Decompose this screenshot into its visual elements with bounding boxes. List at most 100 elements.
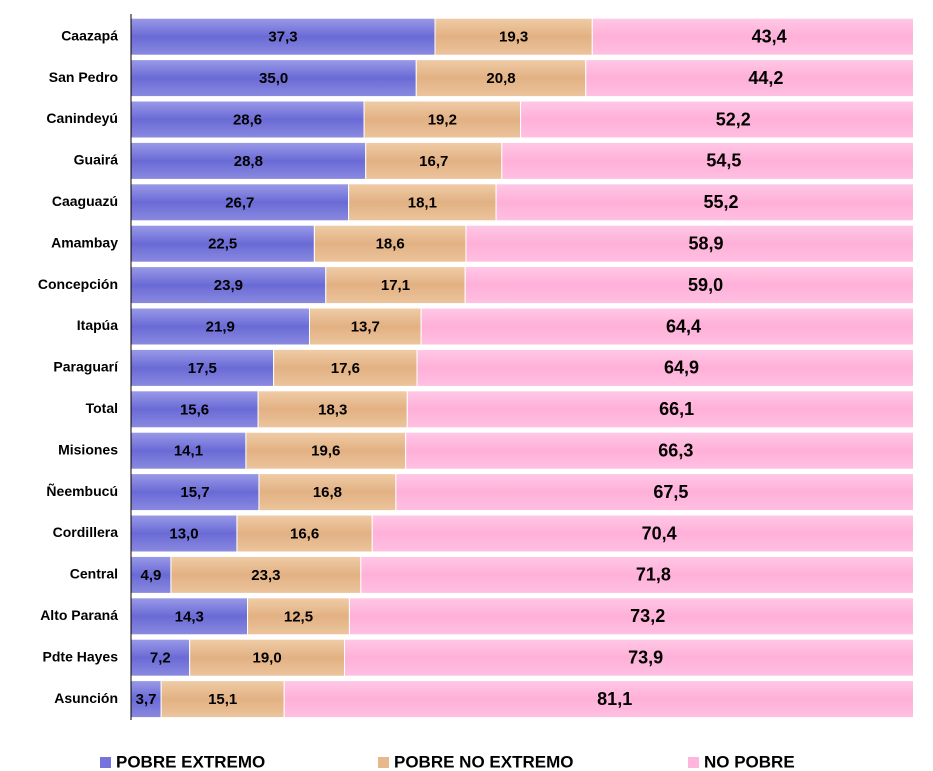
bar-segment [465, 224, 913, 263]
y-tick-label: San Pedro [49, 69, 118, 85]
y-tick-label: Misiones [58, 441, 118, 457]
data-label: 66,3 [658, 440, 693, 460]
bar-segment [283, 680, 913, 719]
y-tick-label: Itapúa [77, 317, 118, 333]
bar-segment [395, 473, 913, 512]
data-label: 64,4 [666, 316, 701, 336]
bar-segment [360, 555, 913, 594]
bar-segment [585, 59, 913, 98]
data-label: 44,2 [748, 68, 783, 88]
data-label: 13,0 [169, 525, 198, 542]
data-label: 70,4 [642, 523, 677, 543]
data-label: 19,2 [428, 111, 457, 128]
bar-segment [273, 348, 418, 387]
bar-segment [520, 100, 913, 139]
data-label: 17,5 [188, 360, 217, 377]
bar-segment [348, 597, 913, 636]
bar-segment [420, 307, 913, 346]
data-label: 19,3 [499, 29, 528, 46]
y-tick-label: Pdte Hayes [43, 648, 119, 664]
legend-swatch [378, 757, 389, 768]
data-label: 81,1 [597, 689, 632, 709]
legend-label: POBRE NO EXTREMO [394, 752, 573, 771]
data-label: 18,6 [376, 236, 405, 253]
bar-segment [405, 431, 913, 470]
legend-label: NO POBRE [704, 752, 795, 771]
data-label: 73,9 [628, 647, 663, 667]
data-label: 15,6 [180, 401, 209, 418]
bar-segment [131, 100, 365, 139]
bar-segment [245, 431, 407, 470]
bar-segment [131, 680, 162, 719]
legend-label: POBRE EXTREMO [116, 752, 265, 771]
bar-segment [131, 141, 367, 180]
bar-segment [131, 183, 350, 222]
y-tick-label: Asunción [54, 690, 118, 706]
data-label: 3,7 [136, 691, 157, 708]
bar-segment [131, 514, 238, 553]
data-label: 13,7 [351, 318, 380, 335]
bar-segment [313, 224, 467, 263]
data-label: 19,0 [253, 650, 282, 667]
bar-segment [131, 431, 247, 470]
bar-segment [308, 307, 422, 346]
bar-segment [434, 17, 593, 56]
bar-segment [131, 17, 436, 56]
data-label: 35,0 [259, 70, 288, 87]
y-tick-label: Ñeembucú [46, 482, 118, 499]
y-tick-label: Paraguarí [53, 359, 119, 375]
data-label: 26,7 [225, 194, 254, 211]
bar-segment [415, 59, 587, 98]
y-tick-label: Amambay [51, 234, 118, 250]
data-label: 14,3 [175, 608, 204, 625]
data-label: 23,3 [251, 567, 280, 584]
bar-segment [236, 514, 373, 553]
data-label: 55,2 [704, 192, 739, 212]
legend-swatch [688, 757, 699, 768]
data-label: 15,1 [208, 691, 237, 708]
bar-segment [464, 266, 913, 305]
bar-segment [131, 307, 310, 346]
data-label: 54,5 [706, 151, 741, 171]
data-label: 14,1 [174, 443, 203, 460]
bar-segment [131, 59, 417, 98]
data-label: 7,2 [150, 650, 171, 667]
data-label: 18,3 [318, 401, 347, 418]
bar-segment [348, 183, 497, 222]
data-label: 43,4 [752, 26, 787, 46]
y-tick-label: Central [70, 566, 118, 582]
bar-segment [325, 266, 466, 305]
bar-segment [406, 390, 913, 429]
data-label: 12,5 [284, 608, 313, 625]
legend-swatch [100, 757, 111, 768]
bar-segment [416, 348, 913, 387]
data-label: 52,2 [716, 109, 751, 129]
bar-segment [365, 141, 503, 180]
y-tick-label: Alto Paraná [40, 607, 118, 623]
data-label: 28,6 [233, 111, 262, 128]
data-label: 17,1 [381, 277, 410, 294]
data-label: 21,9 [206, 318, 235, 335]
bar-segment [371, 514, 913, 553]
y-tick-label: Caazapá [61, 27, 118, 43]
data-label: 67,5 [653, 482, 688, 502]
bar-segment [131, 555, 172, 594]
data-label: 4,9 [141, 567, 162, 584]
data-label: 23,9 [214, 277, 243, 294]
data-label: 64,9 [664, 358, 699, 378]
y-tick-label: Guairá [74, 152, 119, 168]
data-label: 16,7 [419, 153, 448, 170]
data-label: 66,1 [659, 399, 694, 419]
bar-segment [131, 266, 327, 305]
bar-segment [131, 473, 260, 512]
data-label: 17,6 [331, 360, 360, 377]
data-label: 73,2 [630, 606, 665, 626]
plot-area: 37,3 19,3 43,4 35,0 20,8 44,2 28,6 19,2 52,2 28,8… [131, 17, 913, 719]
data-label: 59,0 [688, 275, 723, 295]
bar-segment [258, 473, 397, 512]
bar-segment [189, 638, 346, 677]
bar-segment [591, 17, 913, 56]
y-tick-label: Cordillera [53, 524, 119, 540]
y-tick-label: Total [86, 400, 118, 416]
bar-segment [257, 390, 408, 429]
